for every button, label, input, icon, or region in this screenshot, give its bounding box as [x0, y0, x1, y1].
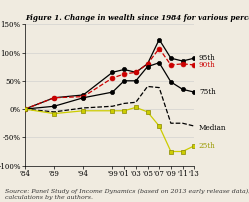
Text: 25th: 25th — [199, 142, 216, 150]
Text: Figure 1. Change in wealth since 1984 for various percentiles (in 2013 dollars): Figure 1. Change in wealth since 1984 fo… — [25, 14, 249, 22]
Text: Source: Panel Study of Income Dynamics (based on 2013 early release data);
calcu: Source: Panel Study of Income Dynamics (… — [5, 189, 249, 200]
Text: Median: Median — [199, 124, 226, 132]
Text: 95th: 95th — [199, 54, 216, 62]
Text: 75th: 75th — [199, 88, 216, 96]
Text: 90th: 90th — [199, 61, 216, 69]
